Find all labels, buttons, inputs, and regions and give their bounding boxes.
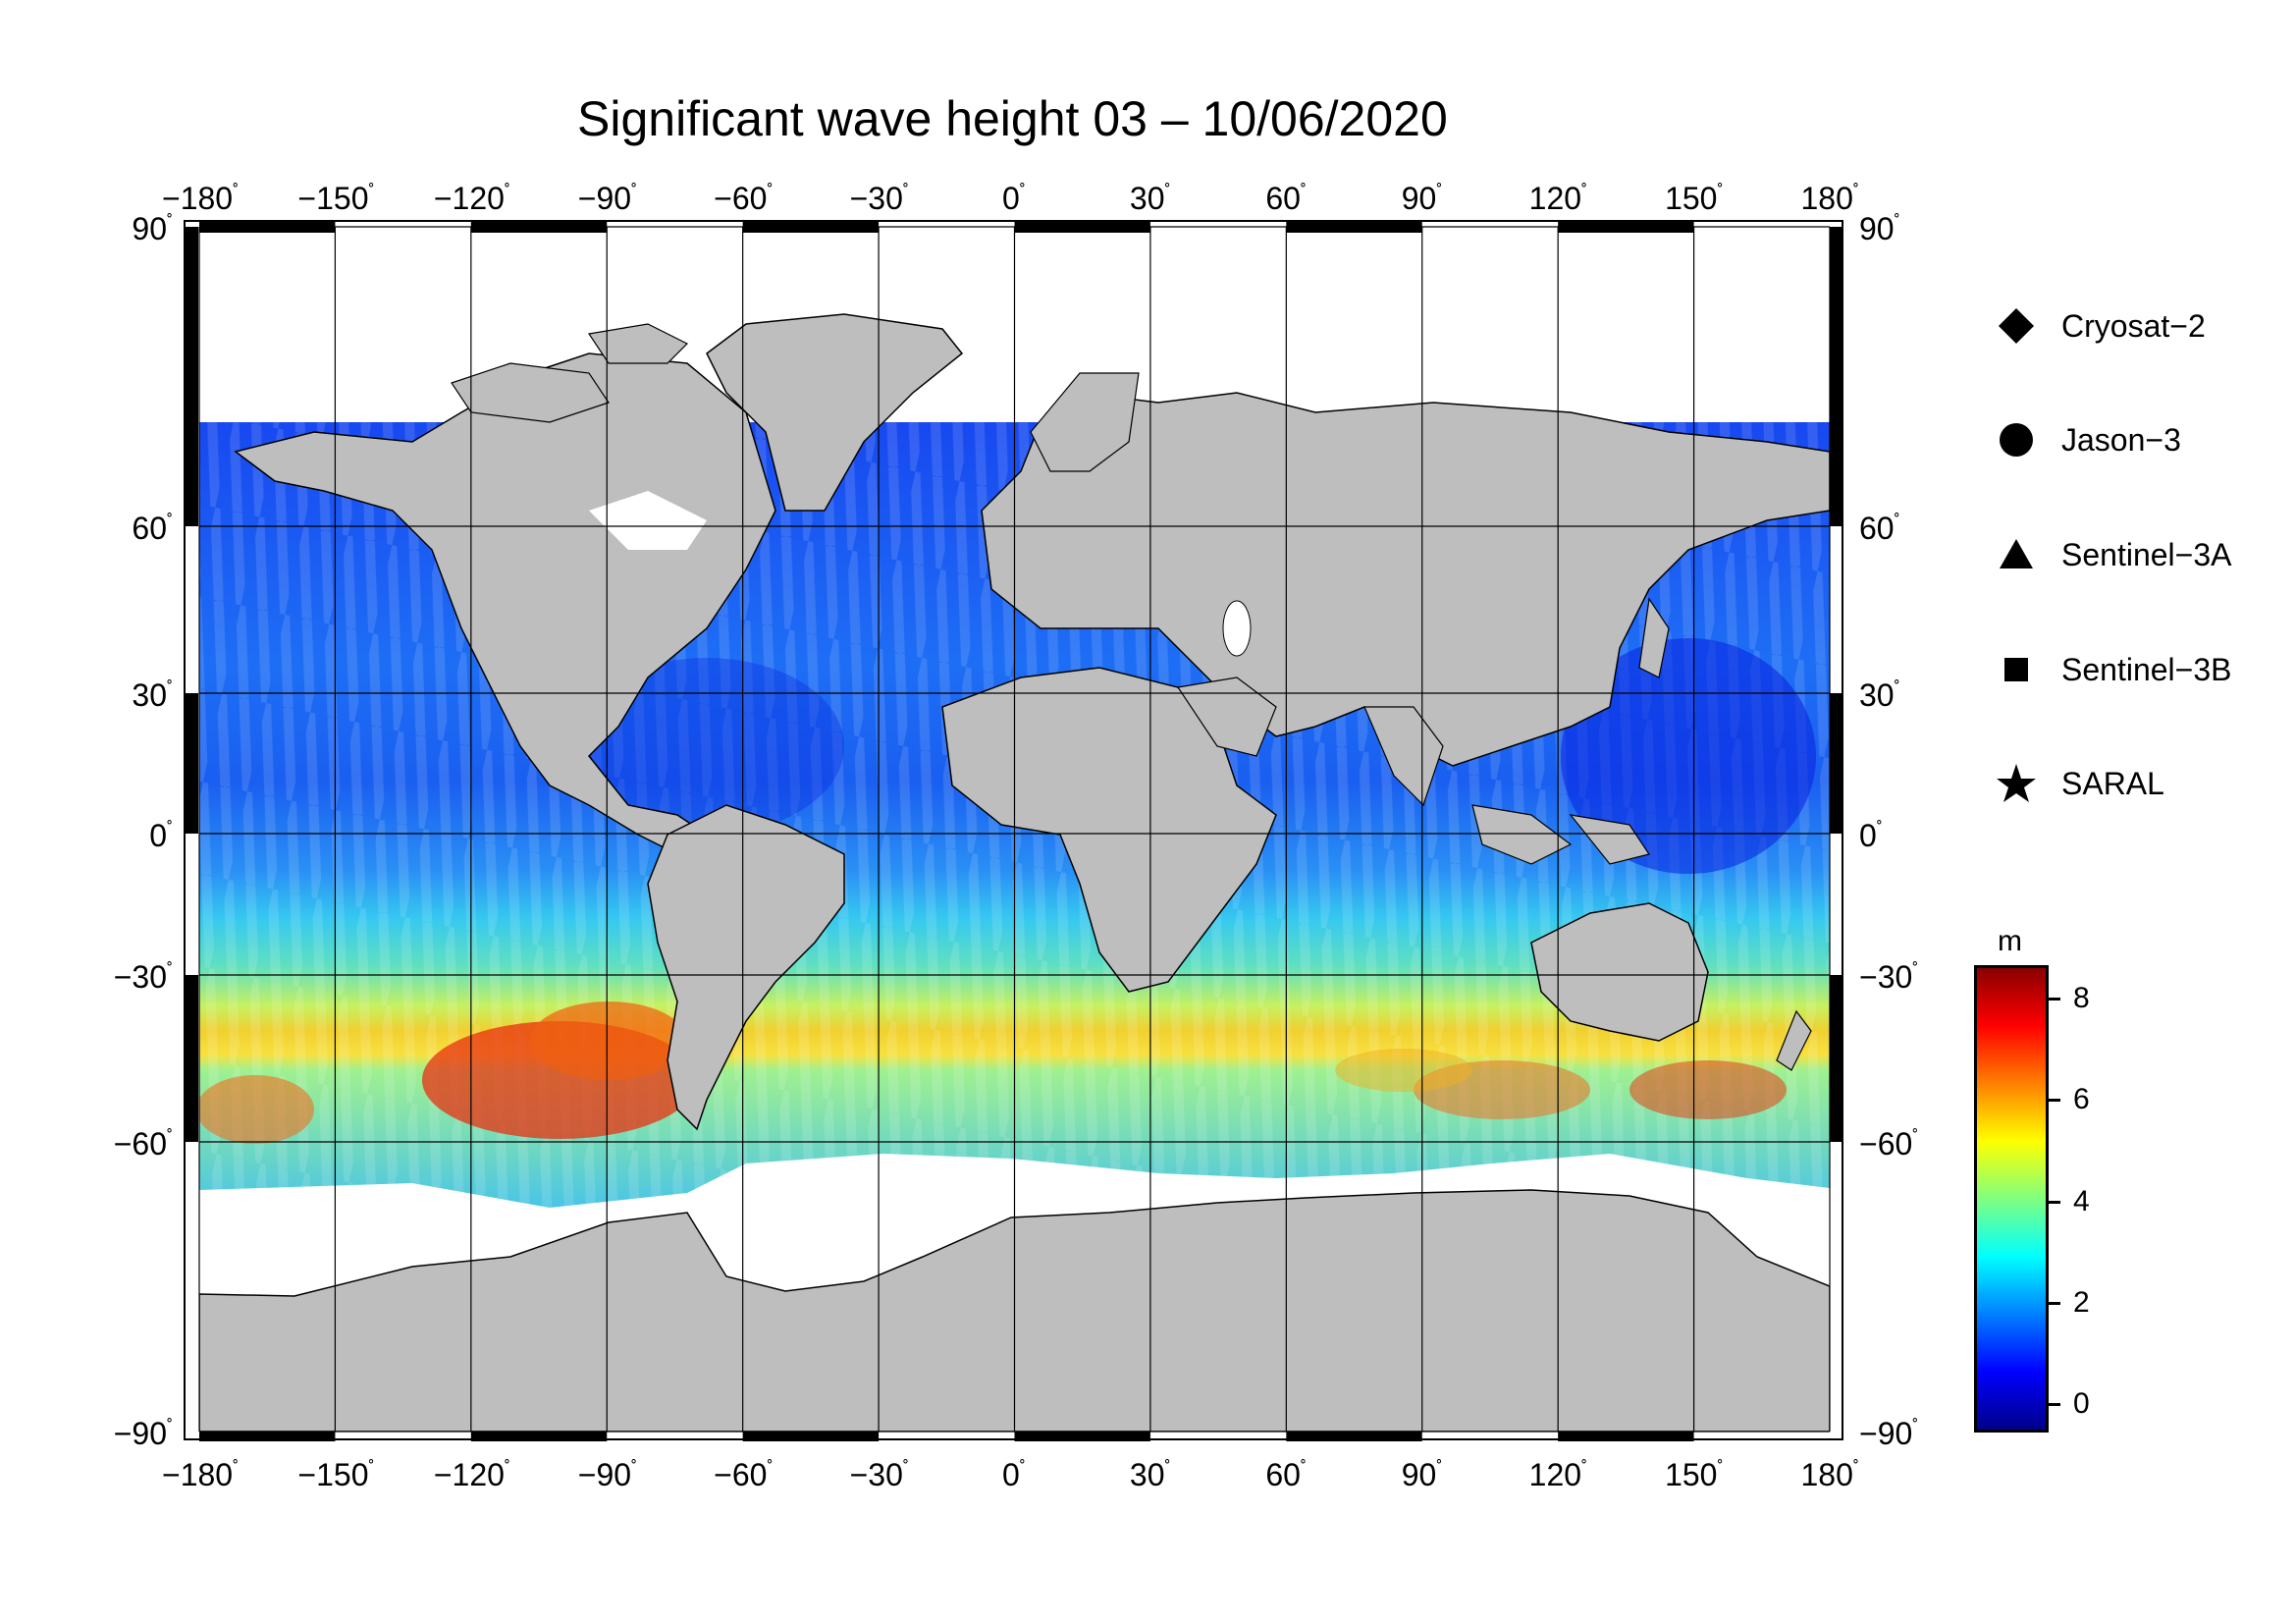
- border-stripe: [1286, 221, 1422, 233]
- y-tick-label-left: 0˚: [149, 818, 173, 853]
- y-tick-label-right: 90˚: [1859, 211, 1900, 246]
- greenland-land: [706, 313, 964, 512]
- y-tick-label-right: 30˚: [1859, 677, 1900, 713]
- high-wave-area-southwest-pacific: [199, 1075, 314, 1144]
- border-stripe: [1830, 693, 1842, 834]
- border-stripe: [1558, 1432, 1694, 1441]
- x-tick-label-top: −180˚: [162, 181, 240, 216]
- legend-label: Sentinel−3A: [2061, 536, 2232, 572]
- border-stripe: [1014, 221, 1150, 233]
- y-tick-label-right: −90˚: [1859, 1416, 1919, 1451]
- x-tick-label-top: 180˚: [1800, 181, 1859, 216]
- border-stripe: [742, 221, 880, 233]
- x-tick-label-top: 150˚: [1665, 181, 1724, 216]
- y-tick-label-right: −30˚: [1859, 959, 1919, 995]
- low-wave-area-west-pacific: [1561, 638, 1816, 874]
- india-land: [1363, 706, 1444, 807]
- y-tick-label-left: 30˚: [132, 677, 173, 713]
- border-stripe: [185, 227, 198, 526]
- x-tick-label-top: −30˚: [849, 181, 909, 216]
- colorbar-tick-mark: [2049, 997, 2060, 1001]
- legend-item-sentinel-3a: Sentinel−3A: [1993, 532, 2231, 577]
- colorbar-tick-mark: [2049, 1200, 2060, 1204]
- border-stripe: [199, 221, 336, 233]
- legend-label: Sentinel−3B: [2061, 651, 2232, 687]
- diamond-icon: [1993, 303, 2040, 349]
- legend-item-cryosat: Cryosat−2: [1993, 303, 2206, 349]
- x-tick-label-top: −120˚: [433, 181, 510, 216]
- x-tick-label-top: −60˚: [714, 181, 774, 216]
- colorbar-tick-label: 6: [2073, 1083, 2090, 1116]
- legend-item-saral: SARAL: [1993, 761, 2164, 806]
- x-tick-label-top: 60˚: [1265, 181, 1307, 216]
- africa-land: [941, 667, 1277, 993]
- x-tick-label-bottom: 150˚: [1665, 1457, 1724, 1492]
- x-tick-label-bottom: −180˚: [162, 1457, 240, 1492]
- border-stripe: [1014, 1432, 1150, 1441]
- legend-item-jason: Jason−3: [1993, 417, 2181, 462]
- map-border-stripes: [185, 221, 1842, 1441]
- north-america-land: [234, 352, 776, 855]
- x-tick-label-top: −150˚: [297, 181, 375, 216]
- colorbar-tick-label: 2: [2073, 1285, 2090, 1319]
- border-stripe: [1830, 975, 1842, 1142]
- colorbar-tick-label: 8: [2073, 981, 2090, 1014]
- colorbar-tick-label: 4: [2073, 1184, 2090, 1217]
- x-tick-label-bottom: −150˚: [297, 1457, 375, 1492]
- border-stripe: [1830, 227, 1842, 526]
- border-stripe: [470, 221, 608, 233]
- x-tick-label-top: 30˚: [1129, 181, 1171, 216]
- border-stripe: [199, 1432, 336, 1441]
- eurasia-land: [981, 392, 1830, 767]
- colorbar-tick-mark: [2049, 1403, 2060, 1407]
- x-tick-label-top: 0˚: [1002, 181, 1026, 216]
- colorbar: [1974, 965, 2049, 1433]
- triangle-icon: [1993, 532, 2040, 577]
- y-tick-label-left: −90˚: [113, 1416, 173, 1451]
- x-tick-label-bottom: 30˚: [1129, 1457, 1171, 1492]
- legend-label: Jason−3: [2061, 421, 2181, 458]
- y-tick-label-left: 60˚: [132, 511, 173, 546]
- x-tick-label-bottom: −120˚: [433, 1457, 510, 1492]
- y-tick-label-left: 90˚: [132, 211, 173, 246]
- border-stripe: [1558, 221, 1694, 233]
- y-tick-label-right: 0˚: [1859, 818, 1883, 853]
- y-tick-label-right: 60˚: [1859, 511, 1900, 546]
- scandinavia-land: [1030, 372, 1140, 472]
- chart-title: Significant wave height 03 – 10/06/2020: [577, 91, 1448, 146]
- y-tick-label-left: −30˚: [113, 959, 173, 995]
- x-tick-label-top: 90˚: [1401, 181, 1443, 216]
- border-stripe: [185, 975, 198, 1142]
- australia-land: [1530, 902, 1709, 1042]
- legend-item-sentinel-3b: Sentinel−3B: [1993, 647, 2231, 692]
- border-stripe: [1286, 1432, 1422, 1441]
- legend-label: SARAL: [2061, 765, 2164, 801]
- x-tick-label-bottom: 0˚: [1002, 1457, 1026, 1492]
- star-icon: [1993, 761, 2040, 806]
- border-stripe: [185, 693, 198, 834]
- x-tick-label-bottom: 180˚: [1800, 1457, 1859, 1492]
- south-america-land: [647, 804, 845, 1131]
- colorbar-unit: m: [1998, 925, 2022, 957]
- border-stripe: [470, 1432, 608, 1441]
- legend-label: Cryosat−2: [2061, 307, 2206, 344]
- x-tick-label-top: −90˚: [577, 181, 638, 216]
- x-tick-label-bottom: 60˚: [1265, 1457, 1307, 1492]
- x-tick-label-bottom: −30˚: [849, 1457, 909, 1492]
- y-tick-label-right: −60˚: [1859, 1126, 1919, 1162]
- x-tick-label-top: 120˚: [1528, 181, 1588, 216]
- square-icon: [1993, 647, 2040, 692]
- colorbar-tick-label: 0: [2073, 1387, 2090, 1421]
- colorbar-tick-mark: [2049, 1301, 2060, 1305]
- x-tick-label-bottom: −60˚: [714, 1457, 774, 1492]
- x-tick-label-bottom: 90˚: [1401, 1457, 1443, 1492]
- y-tick-label-left: −60˚: [113, 1126, 173, 1162]
- colorbar-tick-mark: [2049, 1099, 2060, 1103]
- x-tick-label-bottom: −90˚: [577, 1457, 638, 1492]
- circle-icon: [1993, 417, 2040, 462]
- border-stripe: [742, 1432, 880, 1441]
- x-tick-label-bottom: 120˚: [1528, 1457, 1588, 1492]
